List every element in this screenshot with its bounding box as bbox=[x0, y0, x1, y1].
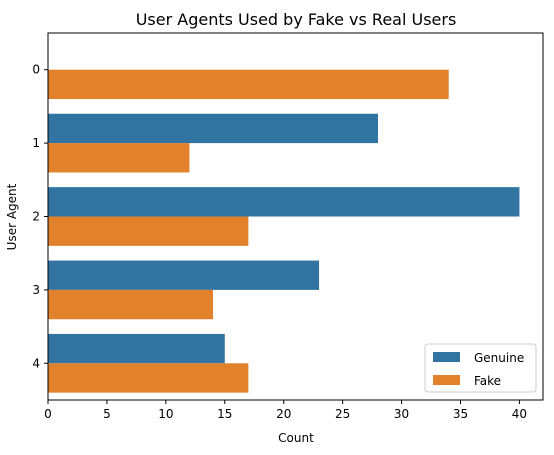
x-tick-label: 0 bbox=[44, 407, 52, 421]
x-tick-label: 40 bbox=[512, 407, 527, 421]
bars-group bbox=[48, 69, 520, 393]
legend: Genuine Fake bbox=[424, 343, 537, 393]
y-tick-label: 1 bbox=[32, 136, 40, 150]
x-tick-label: 30 bbox=[394, 407, 409, 421]
bar-fake-4 bbox=[48, 363, 249, 393]
x-ticks: 0 5 10 15 20 25 30 35 40 bbox=[44, 400, 527, 421]
bar-fake-1 bbox=[48, 143, 190, 173]
bar-fake-0 bbox=[48, 69, 449, 100]
y-tick-label: 2 bbox=[32, 210, 40, 224]
x-axis-label: Count bbox=[278, 431, 314, 445]
y-ticks: 0 1 2 3 4 bbox=[32, 63, 48, 370]
x-tick-label: 15 bbox=[217, 407, 232, 421]
legend-label-fake: Fake bbox=[474, 374, 501, 388]
legend-label-genuine: Genuine bbox=[474, 351, 524, 365]
y-tick-label: 4 bbox=[32, 356, 40, 370]
bar-fake-2 bbox=[48, 216, 249, 246]
x-tick-label: 5 bbox=[103, 407, 111, 421]
y-tick-label: 3 bbox=[32, 283, 40, 297]
x-tick-label: 20 bbox=[276, 407, 291, 421]
x-tick-label: 25 bbox=[335, 407, 350, 421]
chart-title: User Agents Used by Fake vs Real Users bbox=[136, 10, 457, 29]
x-tick-label: 35 bbox=[453, 407, 468, 421]
legend-swatch-fake bbox=[433, 375, 460, 385]
legend-swatch-genuine bbox=[433, 352, 460, 362]
bar-fake-3 bbox=[48, 289, 213, 320]
plot-frame bbox=[47, 32, 544, 401]
bar-genuine-3 bbox=[48, 260, 320, 290]
x-tick-label: 10 bbox=[158, 407, 173, 421]
bar-genuine-2 bbox=[48, 187, 520, 217]
y-axis-label: User Agent bbox=[5, 183, 19, 250]
bar-genuine-4 bbox=[48, 333, 225, 364]
y-tick-label: 0 bbox=[32, 63, 40, 77]
bar-genuine-1 bbox=[48, 113, 378, 144]
